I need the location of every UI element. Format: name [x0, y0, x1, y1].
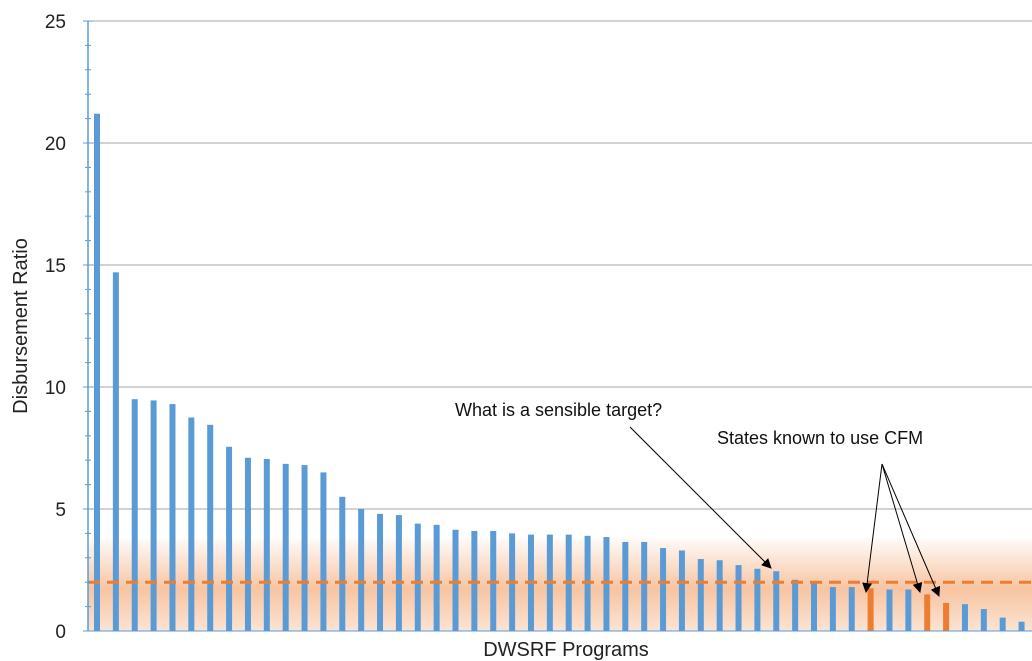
bar-highlight — [924, 594, 931, 631]
bar — [188, 417, 195, 631]
bar — [377, 513, 384, 631]
bar — [150, 400, 157, 631]
bar — [244, 457, 251, 631]
y-tick-label: 15 — [45, 256, 66, 277]
bar — [301, 465, 308, 631]
bar — [773, 571, 780, 631]
bar — [754, 568, 761, 631]
annotation-sensible-target-arrow — [629, 426, 772, 569]
y-tick-label: 0 — [55, 622, 66, 643]
bar — [999, 617, 1006, 631]
bar — [678, 550, 685, 631]
bar — [414, 523, 421, 631]
bar — [603, 537, 610, 631]
bar — [94, 113, 100, 632]
bar-highlight — [943, 602, 950, 631]
bar-highlight — [867, 588, 874, 631]
bar — [131, 399, 138, 631]
bar — [980, 609, 987, 631]
x-axis-title: DWSRF Programs — [483, 639, 649, 661]
bar — [886, 589, 893, 631]
bar — [207, 424, 214, 631]
bar — [735, 565, 742, 631]
bar — [358, 509, 365, 631]
annotation-cfm-states: States known to use CFM — [717, 428, 923, 448]
annotation-cfm-arrow-2 — [881, 463, 923, 593]
bar — [339, 496, 346, 631]
bar — [169, 404, 176, 631]
bar — [811, 583, 818, 631]
bar — [452, 529, 459, 631]
bar — [263, 458, 270, 631]
bar — [641, 541, 648, 631]
annotation-sensible-target: What is a sensible target? — [455, 400, 662, 420]
y-tick-labels: 0 5 10 15 20 25 — [45, 12, 66, 643]
bar — [226, 446, 233, 631]
bar — [905, 589, 912, 631]
annotation-cfm-arrow-3 — [881, 463, 941, 597]
y-axis — [83, 20, 1032, 632]
bar — [433, 524, 440, 631]
bar — [112, 272, 119, 631]
bar — [1018, 621, 1025, 631]
y-tick-label: 5 — [55, 500, 66, 521]
bar — [660, 548, 667, 631]
bar — [282, 463, 289, 631]
bar — [848, 587, 855, 631]
bar — [961, 604, 968, 631]
y-tick-label: 20 — [45, 134, 66, 155]
bars — [94, 113, 1025, 632]
bar — [697, 559, 704, 631]
bar — [792, 579, 799, 631]
bar — [395, 515, 402, 631]
annotations: What is a sensible target? States known … — [455, 400, 941, 597]
bar — [829, 587, 836, 631]
annotation-cfm-arrow-1 — [862, 463, 883, 593]
y-tick-label: 25 — [45, 12, 66, 33]
bar — [622, 541, 629, 631]
y-axis-title: Disbursement Ratio — [10, 238, 32, 414]
bar — [716, 560, 723, 631]
y-tick-label: 10 — [45, 378, 66, 399]
bar — [320, 472, 327, 631]
